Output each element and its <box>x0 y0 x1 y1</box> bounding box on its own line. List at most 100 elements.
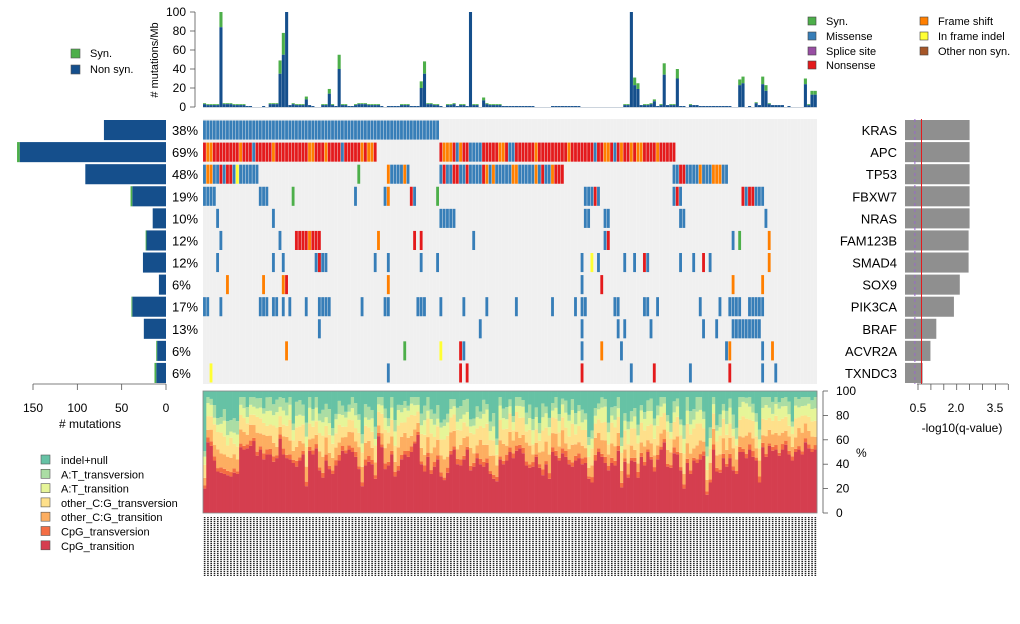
spectrum-segment <box>222 391 227 410</box>
oncoprint-cell <box>422 297 426 317</box>
burden-bar-nonsyn <box>373 105 377 107</box>
spectrum-segment <box>360 434 365 444</box>
oncoprint-cell <box>354 120 357 140</box>
spectrum-segment <box>794 405 798 419</box>
spectrum-segment <box>262 391 266 409</box>
spectrum-segment <box>810 436 815 449</box>
spectrum-segment <box>600 407 604 423</box>
oncoprint-cell <box>334 142 338 162</box>
spectrum-segment <box>271 404 276 416</box>
spectrum-segment <box>380 433 384 445</box>
burden-bar-nonsyn <box>242 105 246 107</box>
burden-bar-nonsyn <box>275 104 279 107</box>
burden-bar-nonsyn <box>311 106 315 107</box>
count-bar-syn <box>17 142 20 163</box>
spectrum-segment <box>255 416 260 433</box>
spectrum-segment <box>619 446 624 453</box>
spectrum-segment <box>813 436 818 446</box>
burden-bar-nonsyn <box>514 106 519 107</box>
spectrum-segment <box>652 467 657 472</box>
spectrum-segment <box>771 401 775 414</box>
spectrum-segment <box>390 436 394 451</box>
burden-bar-syn <box>445 104 450 106</box>
spectrum-segment <box>544 441 549 462</box>
spectrum-segment <box>675 406 680 417</box>
spectrum-segment <box>426 410 430 419</box>
oncoprint-cell <box>304 230 308 250</box>
oncoprint-cell <box>757 319 761 339</box>
spectrum-segment <box>531 454 535 463</box>
burden-bar-nonsyn <box>288 105 292 107</box>
spectrum-segment <box>419 464 424 513</box>
spectrum-segment <box>524 391 529 413</box>
spectrum-segment <box>807 416 811 431</box>
spectrum-segment <box>669 423 673 432</box>
spectrum-segment <box>662 391 667 398</box>
spectrum-segment <box>311 438 315 451</box>
oncoprint-cell <box>652 142 656 162</box>
spectrum-segment <box>715 391 719 426</box>
spectrum-segment <box>807 448 811 513</box>
burden-bar-syn <box>419 81 423 88</box>
oncoprint-cell <box>616 142 620 162</box>
spectrum-segment <box>524 424 529 432</box>
oncoprint-cell <box>718 164 722 184</box>
spectrum-segment <box>216 468 220 472</box>
spectrum-segment <box>340 391 345 406</box>
oncoprint-cell <box>600 275 604 295</box>
oncoprint-cell <box>445 164 449 184</box>
oncoprint-cell <box>347 120 351 140</box>
gene-label: TP53 <box>866 167 897 182</box>
burden-bar-nonsyn <box>419 88 423 107</box>
gene-count-bars <box>17 120 167 383</box>
spectrum-segment <box>390 397 394 408</box>
spectrum-segment <box>718 472 723 513</box>
spectrum-segment <box>531 419 535 431</box>
spectrum-segment <box>357 432 361 448</box>
burden-bars <box>203 12 817 108</box>
spectrum-segment <box>567 464 572 513</box>
spectrum-segment <box>669 465 673 468</box>
spectrum-segment <box>642 461 647 466</box>
oncoprint-cell <box>314 120 318 140</box>
spectrum-segment <box>626 477 631 513</box>
spectrum-segment <box>347 445 352 450</box>
spectrum-segment <box>577 391 581 406</box>
spectrum-segment <box>574 455 578 461</box>
oncoprint-cell <box>229 120 233 140</box>
spectrum-segment <box>255 432 260 452</box>
spectrum-segment <box>610 443 614 458</box>
spectrum-segment <box>403 450 407 455</box>
oncoprint-cell <box>554 142 558 162</box>
spectrum-segment <box>564 391 568 401</box>
spectrum-segment <box>491 474 496 479</box>
qvalue-bar <box>905 274 960 295</box>
burden-bar-nonsyn <box>426 104 430 107</box>
oncoprint-cell <box>308 230 311 250</box>
burden-bar-syn <box>222 103 226 105</box>
burden-bar-syn <box>344 104 348 106</box>
spectrum-segment <box>419 425 424 434</box>
oncoprint-cell <box>212 164 216 184</box>
spectrum-segment <box>406 456 411 513</box>
burden-bar-nonsyn <box>331 105 335 107</box>
spectrum-segment <box>462 455 466 460</box>
spectrum-segment <box>255 408 260 417</box>
spectrum-segment <box>521 406 526 418</box>
spectrum-segment <box>721 453 726 459</box>
spectrum-segment <box>400 422 404 437</box>
burden-bar-syn <box>436 104 440 106</box>
spectrum-segment <box>229 472 233 477</box>
oncoprint-cell <box>436 120 440 140</box>
burden-bar-syn <box>370 104 374 106</box>
spectrum-segment <box>764 454 769 457</box>
spectrum-segment <box>219 417 224 424</box>
spectrum-segment <box>485 404 489 410</box>
oncoprint-cell <box>580 319 584 339</box>
spectrum-segment <box>728 423 732 438</box>
spectrum-segment <box>242 391 246 398</box>
burden-bar-syn <box>337 54 341 69</box>
spectrum-segment <box>662 439 667 443</box>
spectrum-segment <box>761 397 765 408</box>
oncoprint-cell <box>508 164 512 184</box>
